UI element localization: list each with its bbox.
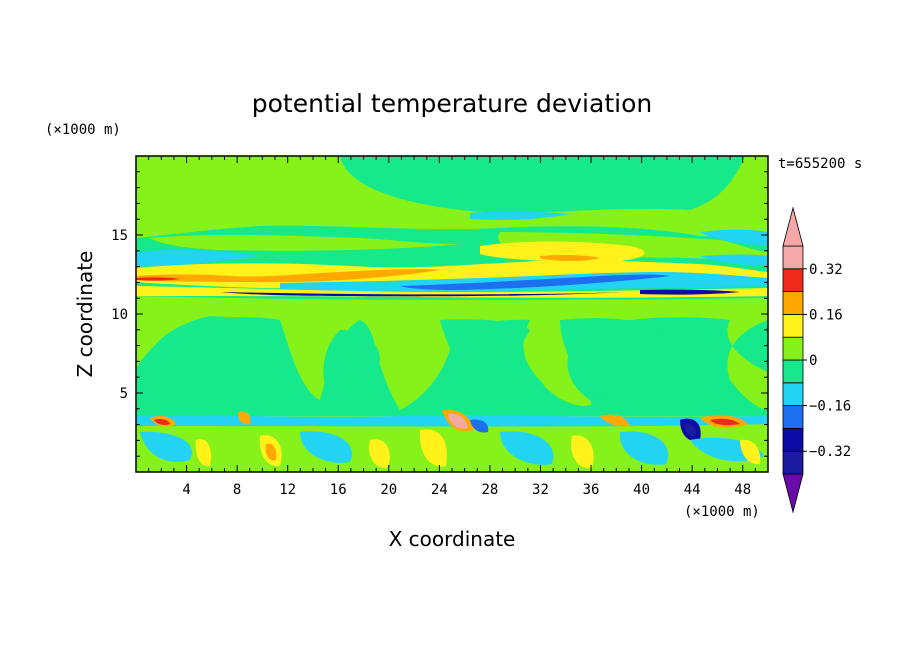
cool-stripe-left: [136, 249, 260, 266]
cold-pool-1-core: [684, 423, 697, 437]
mid-cool-lobe: [560, 318, 660, 400]
colorbar-segment: [782, 450, 804, 475]
x-tick-label: 8: [233, 482, 241, 498]
cool-patch-top: [470, 211, 570, 220]
plume-1-core: [154, 419, 170, 425]
colorbar-min-arrow: [782, 473, 804, 514]
colorbar-tick-label: 0: [809, 353, 817, 369]
colorbar-tick-label: 0.32: [809, 262, 843, 278]
colorbar-segment: [782, 427, 804, 452]
colorbar-segment: [782, 245, 804, 270]
boundary-eddy-1: [140, 431, 192, 462]
y-units-label: (×1000 m): [45, 122, 121, 138]
warm-core-red: [136, 277, 180, 281]
mid-cool-lobe-3: [440, 319, 530, 390]
x-tick-label: 44: [684, 482, 701, 498]
y-tick-label: 10: [111, 307, 128, 323]
y-tick-label: 5: [120, 386, 128, 402]
x-axis-label: X coordinate: [389, 527, 516, 551]
y-tick-label: 15: [111, 228, 128, 244]
cold-core-right: [640, 289, 740, 295]
upper-warm-lobe: [150, 234, 460, 251]
plume-5-core: [710, 418, 740, 426]
x-tick-label: 36: [583, 482, 600, 498]
y-axis-label: Z coordinate: [73, 251, 97, 378]
colorbar-segment: [782, 268, 804, 292]
boundary-eddy-6: [419, 429, 447, 467]
boundary-eddy-8: [571, 435, 594, 469]
x-tick-label: 48: [734, 482, 751, 498]
boundary-eddy-5: [369, 439, 390, 469]
warm-band-orange: [136, 269, 440, 282]
colorbar-segment: [782, 336, 804, 361]
x-tick-label: 40: [633, 482, 650, 498]
plume-2: [238, 411, 251, 425]
colorbar-tick-label: −0.16: [809, 399, 851, 415]
cold-pool-2: [470, 419, 489, 433]
chart-title: potential temperature deviation: [252, 89, 652, 118]
cold-core-line: [220, 292, 620, 297]
x-tick-label: 4: [182, 482, 190, 498]
warm-patch-yellow: [480, 241, 645, 262]
mid-cool-lobe-2: [323, 330, 380, 400]
contour-field: [136, 156, 768, 472]
colorbar-segment: [782, 313, 804, 338]
x-tick-label: 32: [532, 482, 549, 498]
colorbar-segment: [782, 291, 804, 315]
cool-stripe-right: [700, 254, 768, 266]
cool-patch-right: [700, 229, 768, 246]
x-axis: 4 8 12 16 20 24 28 32 36 40 44 48: [148, 156, 756, 498]
x-units-label: (×1000 m): [684, 504, 760, 520]
time-label: t=655200 s: [778, 156, 862, 172]
plume-3-core: [448, 413, 468, 429]
x-tick-label: 24: [431, 482, 448, 498]
warm-patch-orange: [540, 254, 600, 261]
boundary-eddy-9: [619, 431, 669, 465]
colorbar-tick-label: −0.32: [809, 444, 851, 460]
boundary-eddy-4: [300, 431, 352, 463]
boundary-eddy-2: [195, 439, 212, 467]
colorbar-segment: [782, 405, 804, 429]
y-axis: 5 10 15: [111, 171, 768, 457]
boundary-eddy-7: [500, 431, 554, 465]
colorbar-tick-label: 0.16: [809, 307, 843, 323]
mid-warm-region: [136, 300, 768, 410]
plume-4: [600, 414, 630, 427]
boundary-eddy-3-core: [265, 443, 277, 461]
x-tick-label: 16: [330, 482, 347, 498]
cold-band-blue: [400, 274, 670, 290]
boundary-eddy-11: [740, 439, 761, 465]
x-tick-label: 20: [380, 482, 397, 498]
x-tick-label: 28: [481, 482, 498, 498]
colorbar-max-arrow: [782, 206, 804, 247]
x-tick-label: 12: [279, 482, 296, 498]
upper-warm-region: [136, 156, 768, 238]
colorbar: 0.32 0.16 0 −0.16 −0.32: [782, 206, 851, 514]
colorbar-segment: [782, 382, 804, 406]
colorbar-segment: [782, 359, 804, 384]
